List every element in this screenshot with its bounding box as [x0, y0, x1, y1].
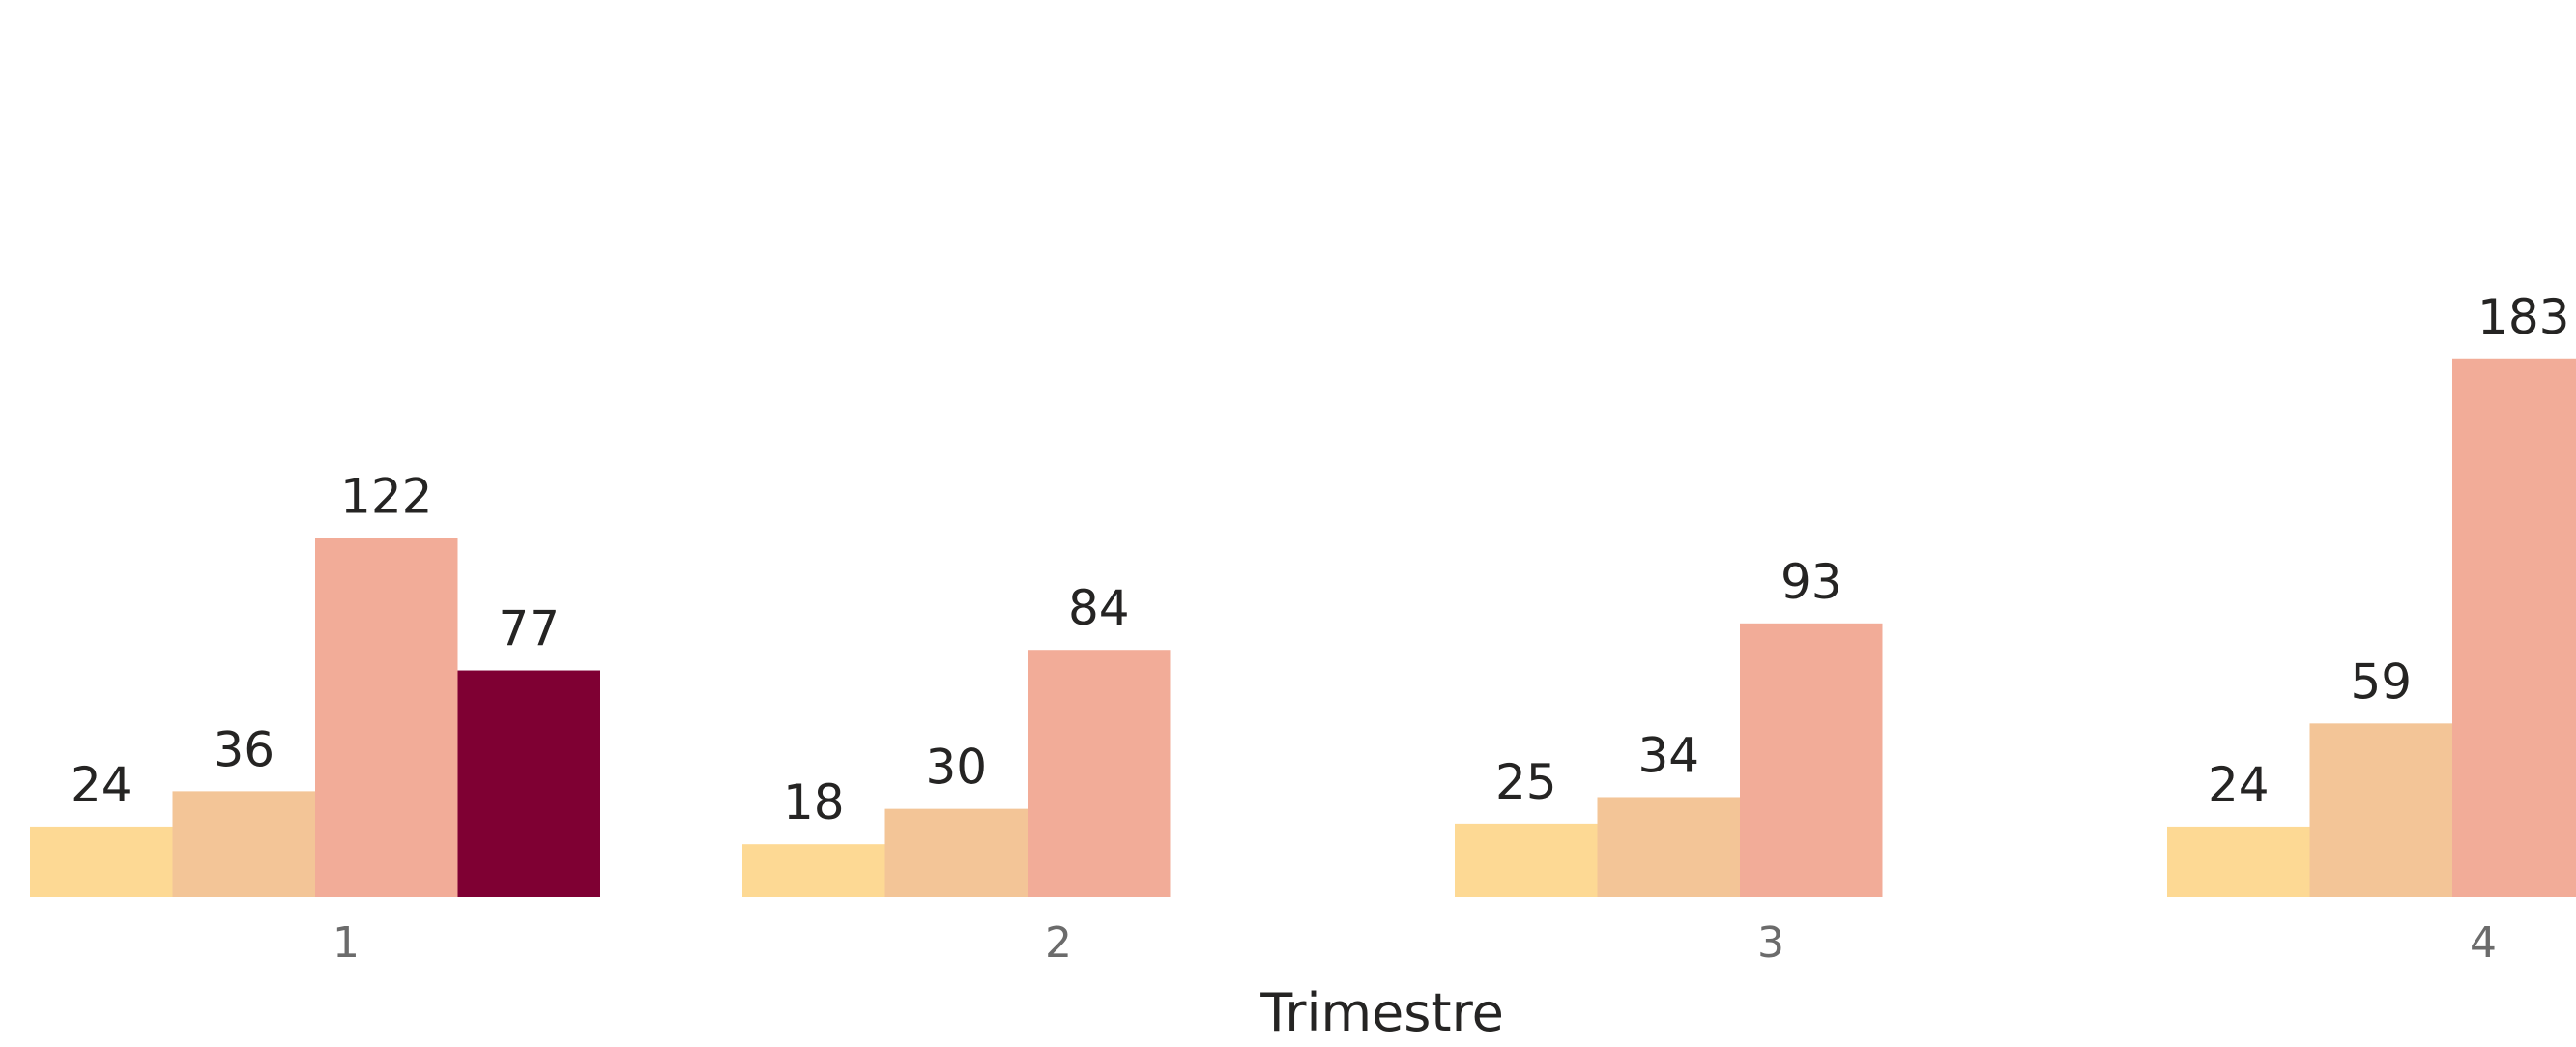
value-label-q2-s1: 18: [783, 774, 845, 830]
bar-q2-s1: [742, 844, 885, 897]
bar-q1-s4: [457, 670, 600, 897]
bar-q3-s3: [1740, 623, 1883, 897]
bar-q2-s2: [884, 808, 1028, 897]
bar-q3-s2: [1597, 797, 1740, 897]
x-tick-label-4: 4: [2470, 918, 2497, 968]
bar-q2-s3: [1028, 650, 1171, 897]
value-label-q4-s3: 183: [2477, 289, 2569, 345]
value-label-q3-s2: 34: [1637, 727, 1699, 783]
value-label-q4-s1: 24: [2208, 757, 2270, 813]
value-label-q3-s1: 25: [1495, 754, 1557, 810]
value-labels-group: 24 36 122 77 18 30 84 25 34 93 24 59 183: [71, 289, 2570, 830]
value-label-q1-s3: 122: [340, 469, 432, 525]
value-label-q1-s2: 36: [213, 721, 275, 777]
bar-q1-s3: [315, 538, 458, 897]
bar-q4-s3: [2452, 358, 2576, 897]
bar-q1-s2: [172, 791, 315, 897]
x-tick-label-2: 2: [1045, 918, 1072, 968]
value-label-q1-s1: 24: [71, 757, 132, 813]
bar-q4-s1: [2167, 826, 2310, 897]
bar-q1-s1: [30, 826, 173, 897]
x-tick-label-3: 3: [1757, 918, 1784, 968]
x-tick-label-1: 1: [333, 918, 360, 968]
value-label-q4-s2: 59: [2350, 654, 2412, 710]
value-label-q1-s4: 77: [498, 601, 560, 657]
value-label-q2-s2: 30: [925, 740, 987, 796]
bar-q4-s2: [2309, 723, 2452, 897]
x-tick-labels-group: 1 2 3 4: [333, 918, 2497, 968]
value-label-q3-s3: 93: [1780, 554, 1842, 610]
bar-q3-s1: [1455, 823, 1598, 897]
value-label-q2-s3: 84: [1068, 580, 1130, 636]
x-axis-title: Trimestre: [1259, 982, 1504, 1043]
bars-group: [30, 358, 2576, 897]
